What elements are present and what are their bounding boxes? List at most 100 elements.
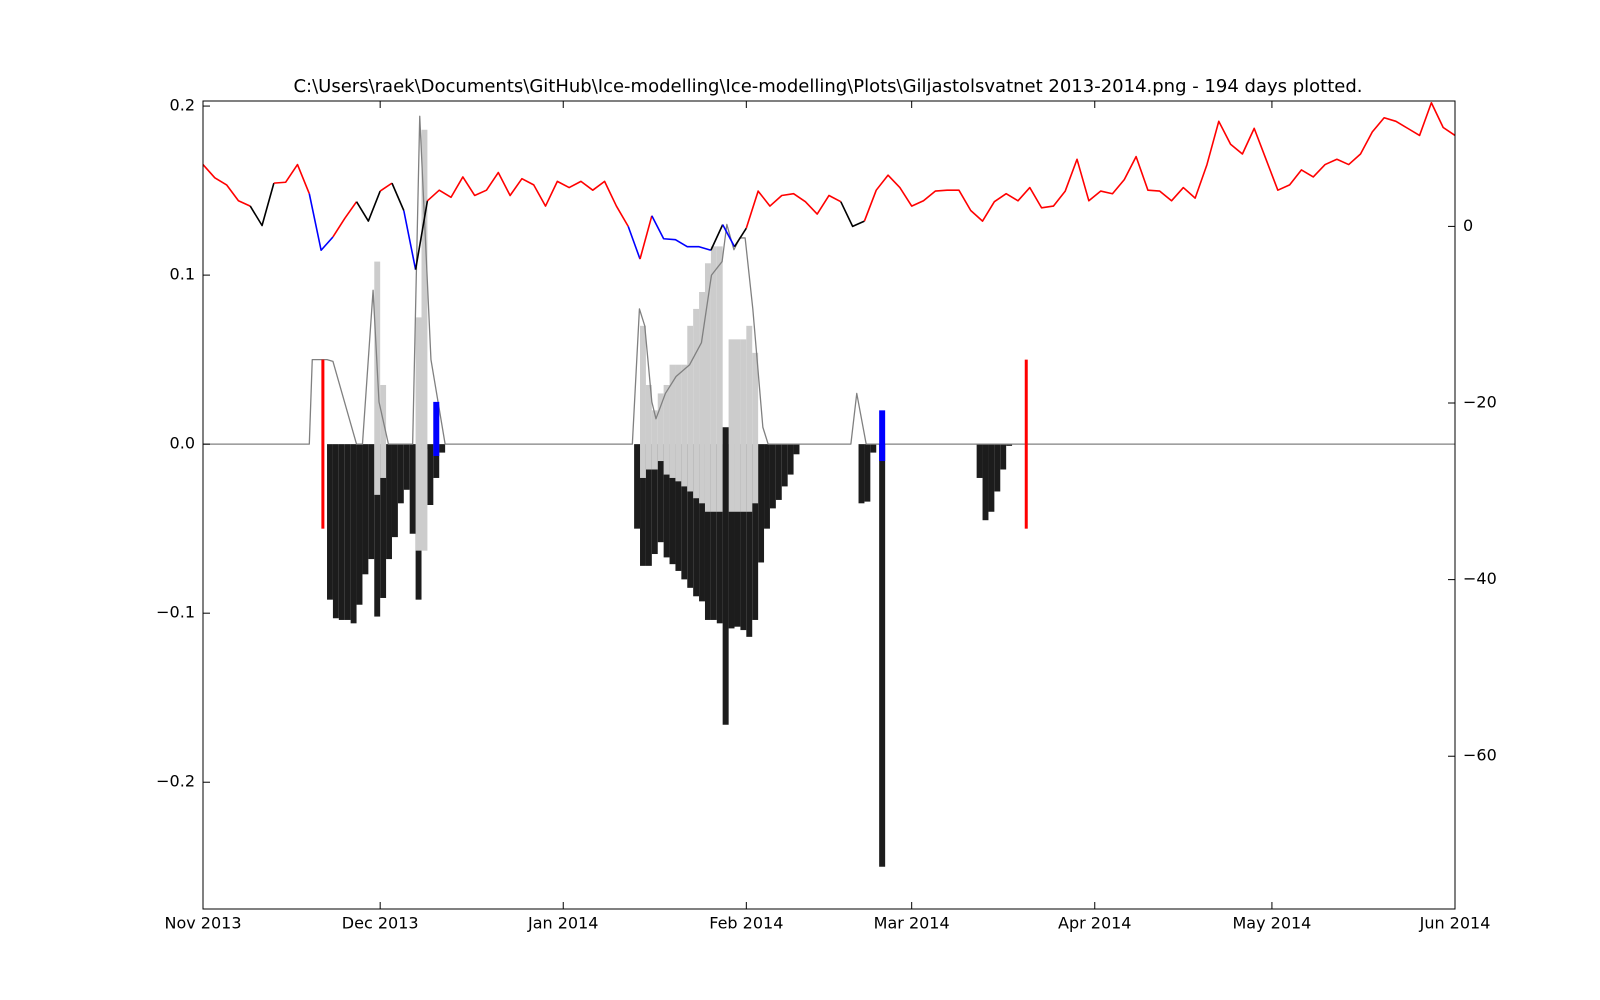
range-bar — [716, 246, 723, 512]
line — [627, 226, 641, 260]
bar — [669, 444, 676, 565]
range-bar — [640, 325, 646, 478]
line — [710, 224, 724, 251]
x-tick-label: Jun 2014 — [1419, 914, 1491, 933]
range-bar — [433, 401, 440, 456]
bar — [427, 444, 434, 505]
x-tick-label: Feb 2014 — [709, 914, 783, 933]
bar — [657, 444, 664, 543]
range-bar — [675, 364, 682, 482]
range-bar — [752, 352, 759, 504]
bar — [793, 444, 800, 455]
bar — [740, 444, 747, 631]
bar — [787, 444, 794, 475]
bar — [982, 444, 989, 521]
line — [391, 182, 405, 211]
range-bar — [321, 359, 325, 529]
line — [733, 227, 747, 248]
range-bar — [879, 444, 886, 867]
bar — [716, 444, 723, 624]
bar — [368, 444, 375, 560]
bar — [356, 444, 363, 605]
range-bar — [651, 410, 658, 470]
range-bar — [879, 410, 886, 462]
bar — [409, 444, 416, 534]
range-bar — [681, 364, 688, 487]
bar — [344, 444, 351, 620]
bar — [728, 444, 735, 629]
range-bar — [669, 364, 676, 478]
line — [403, 210, 417, 270]
y2-tick-label: 0 — [1463, 216, 1473, 235]
x-tick-label: May 2014 — [1232, 914, 1311, 933]
line — [273, 163, 311, 195]
bar — [645, 444, 652, 566]
range-bar — [687, 325, 694, 492]
line — [840, 201, 865, 228]
bar — [380, 444, 387, 598]
bar — [687, 444, 694, 588]
bar — [327, 444, 333, 600]
y-tick-label: 0.0 — [170, 434, 195, 453]
plot-frame — [202, 100, 1456, 910]
range-bar — [734, 339, 741, 512]
bar — [634, 444, 641, 529]
bar — [994, 444, 1001, 492]
range-bar — [746, 325, 753, 512]
bar — [350, 444, 357, 624]
range-bar — [415, 317, 422, 551]
bar — [699, 444, 705, 602]
bar — [769, 444, 776, 509]
bar — [1006, 444, 1013, 446]
bar — [403, 444, 410, 490]
range-bar — [645, 384, 652, 470]
range-bar — [380, 384, 387, 478]
range-bar — [1024, 359, 1028, 529]
line — [639, 215, 653, 260]
line — [863, 101, 1456, 222]
y2-tick-label: −20 — [1463, 393, 1497, 412]
bar — [391, 444, 398, 538]
bar — [746, 444, 753, 637]
bar — [675, 444, 682, 571]
range-bar — [740, 339, 747, 512]
bar — [781, 444, 788, 487]
bar — [362, 444, 369, 575]
bar — [640, 444, 646, 566]
bar — [734, 444, 741, 627]
range-bar — [710, 246, 717, 512]
line — [721, 224, 736, 248]
bar — [663, 444, 670, 558]
range-bar — [421, 129, 428, 551]
x-tick-label: Nov 2013 — [164, 914, 241, 933]
chart-title: C:\Users\raek\Documents\GitHub\Ice-model… — [293, 76, 1362, 97]
bar — [764, 444, 770, 529]
line — [249, 182, 275, 227]
x-tick-label: Dec 2013 — [342, 914, 419, 933]
bar — [758, 444, 765, 563]
bar — [332, 444, 339, 619]
range-bar — [704, 263, 711, 512]
range-bar — [722, 427, 729, 725]
line — [355, 190, 381, 222]
bar — [1000, 444, 1007, 470]
y2-tick-label: −40 — [1463, 569, 1497, 588]
line — [426, 171, 629, 227]
bar — [988, 444, 995, 512]
line — [651, 215, 712, 252]
x-tick-label: Mar 2014 — [874, 914, 950, 933]
range-bar — [693, 308, 700, 499]
bar — [386, 444, 392, 560]
bar — [864, 444, 871, 502]
bar — [433, 444, 440, 478]
line — [379, 182, 393, 192]
bar — [976, 444, 983, 478]
bar — [704, 444, 711, 620]
range-bar — [663, 384, 670, 475]
bar — [858, 444, 865, 504]
y-tick-label: 0.2 — [170, 96, 195, 115]
y-tick-label: −0.2 — [156, 772, 195, 791]
y-tick-label: −0.1 — [156, 603, 195, 622]
bar — [374, 444, 381, 617]
bar — [710, 444, 717, 620]
